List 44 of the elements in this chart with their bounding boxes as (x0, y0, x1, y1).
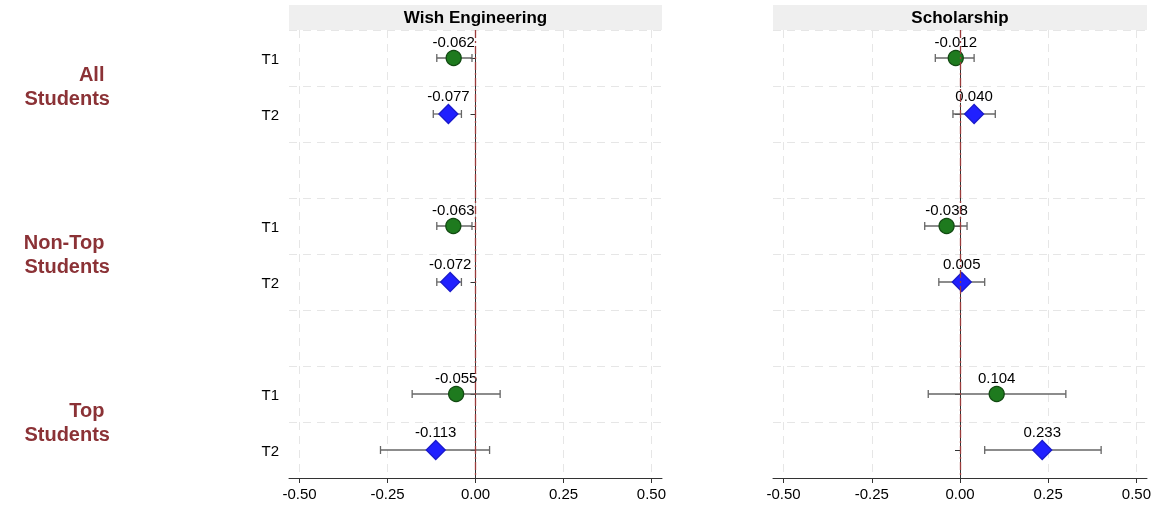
point (938, 217, 955, 235)
point (947, 49, 964, 67)
point (425, 439, 446, 461)
data-label: -0.062 (432, 32, 475, 50)
y-tick-label: T2 (261, 273, 279, 291)
data-label: 0.005 (942, 254, 981, 272)
point (448, 385, 465, 403)
y-tick-label: T2 (261, 105, 279, 123)
text: All Students (24, 63, 110, 109)
data-label: 0.233 (1023, 422, 1061, 440)
y-tick-label: T1 (261, 385, 279, 403)
data-label: -0.055 (434, 368, 478, 386)
data-label: -0.077 (427, 86, 470, 104)
x-tick-label: 0.00 (460, 485, 491, 502)
x-tick-label: -0.25 (370, 485, 405, 502)
chart-title: Scholarship (773, 5, 1147, 30)
x-tick-label: 0.50 (1121, 485, 1152, 502)
point (445, 217, 462, 235)
x-tick-label: 0.00 (945, 485, 975, 502)
x-tick-label: -0.50 (282, 485, 317, 502)
point (1032, 439, 1053, 461)
point (438, 103, 459, 125)
data-label: -0.063 (432, 200, 475, 218)
x-tick-label: 0.25 (548, 485, 579, 502)
text: Top Students (24, 399, 110, 445)
point (440, 271, 461, 293)
y-tick-label: T2 (261, 441, 279, 459)
point (951, 271, 972, 293)
point (963, 103, 985, 125)
data-label: -0.072 (428, 254, 472, 272)
x-tick-label: 0.50 (636, 485, 667, 502)
data-label: -0.012 (934, 32, 978, 50)
chart-title: Wish Engineering (289, 5, 662, 30)
y-tick-label: T1 (261, 217, 279, 235)
point (445, 49, 462, 67)
data-label: -0.113 (415, 422, 457, 440)
text: Non-Top Students (23, 231, 110, 277)
point (988, 385, 1005, 403)
x-tick-label: 0.25 (1033, 485, 1063, 502)
x-tick-label: -0.50 (766, 485, 801, 502)
x-tick-label: -0.25 (854, 485, 889, 502)
data-label: 0.104 (977, 368, 1016, 386)
data-label: 0.040 (955, 86, 993, 104)
y-tick-label: T1 (261, 49, 279, 67)
